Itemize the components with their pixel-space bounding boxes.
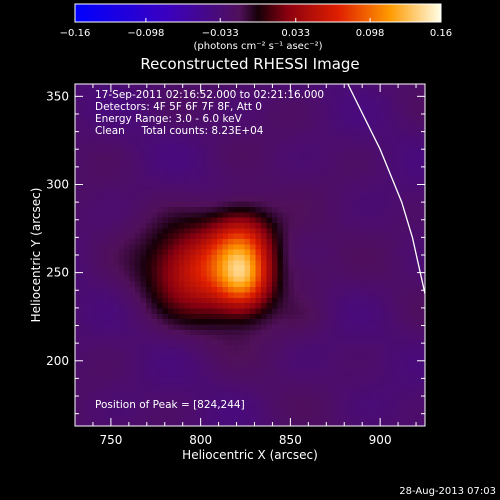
info-clean-counts: Clean Total counts: 8.23E+04	[95, 125, 264, 137]
y-tick-label: 350	[46, 89, 69, 103]
chart-title: Reconstructed RHESSI Image	[140, 55, 359, 73]
colorbar-tick-label: 0.098	[356, 28, 385, 39]
y-tick-label: 300	[46, 177, 69, 191]
x-tick-label: 850	[279, 433, 302, 447]
info-time-range: 17-Sep-2011 02:16:52.000 to 02:21:16.000	[95, 89, 324, 101]
heatmap-image	[75, 84, 425, 426]
y-tick-label: 200	[46, 354, 69, 368]
info-energy-range: Energy Range: 3.0 - 6.0 keV	[95, 113, 243, 125]
colorbar-label: (photons cm⁻² s⁻¹ asec⁻²)	[193, 41, 322, 52]
solar-limb-curve	[347, 84, 425, 294]
peak-position-label: Position of Peak = [824,244]	[95, 399, 245, 411]
x-tick-label: 900	[369, 433, 392, 447]
y-axis-label: Heliocentric Y (arcsec)	[29, 188, 43, 323]
timestamp: 28-Aug-2013 07:03	[399, 486, 496, 497]
x-tick-label: 750	[99, 433, 122, 447]
colorbar-tick-label: 0.033	[281, 28, 310, 39]
x-tick-label: 800	[189, 433, 212, 447]
observation-info: 17-Sep-2011 02:16:52.000 to 02:21:16.000…	[95, 89, 324, 137]
heatmap-raster	[75, 84, 425, 426]
colorbar-tick-label: −0.16	[60, 28, 91, 39]
axis-ticks: 750 800 850 900 200 250 300 350	[46, 84, 425, 447]
info-detectors: Detectors: 4F 5F 6F 7F 8F, Att 0	[95, 101, 262, 113]
colorbar-tick-label: 0.16	[430, 28, 452, 39]
colorbar	[74, 3, 442, 23]
colorbar-tick-label: −0.098	[127, 28, 164, 39]
y-tick-label: 250	[46, 266, 69, 280]
colorbar-ticks: −0.16 −0.098 −0.033 0.033 0.098 0.16	[60, 18, 452, 39]
x-axis-label: Heliocentric X (arcsec)	[182, 448, 318, 462]
colorbar-tick-label: −0.033	[202, 28, 239, 39]
